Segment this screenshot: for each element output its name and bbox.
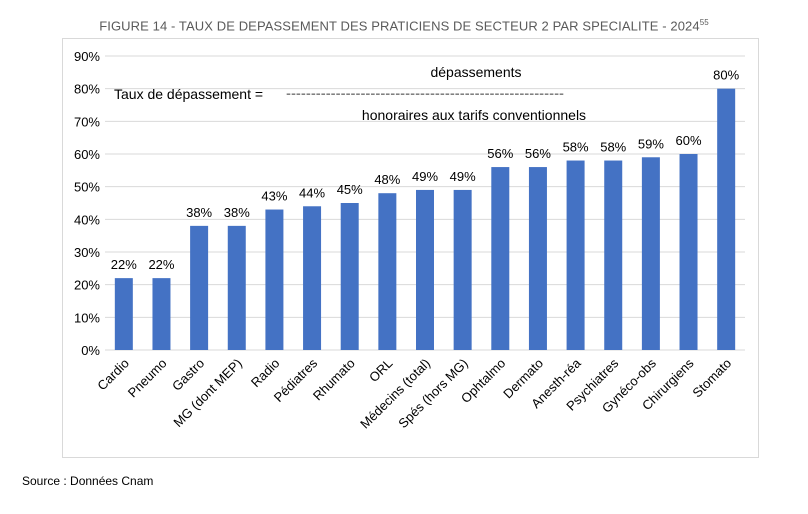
data-label: 38% (224, 205, 250, 220)
bar (416, 189, 434, 350)
data-label: 56% (525, 146, 551, 161)
annotation-fraction-line: ----------------------------------------… (286, 89, 564, 100)
annotation-denominator: honoraires aux tarifs conventionnels (362, 107, 586, 123)
bar (340, 203, 359, 350)
bar (190, 225, 209, 350)
data-label: 48% (374, 172, 400, 187)
y-tick-label: 70% (74, 114, 100, 129)
bar (152, 278, 171, 350)
data-label: 43% (261, 189, 287, 204)
annotation-numerator: dépassements (430, 64, 521, 80)
data-label: 58% (600, 140, 626, 155)
figure-title-text: FIGURE 14 - TAUX DE DEPASSEMENT DES PRAT… (99, 18, 700, 34)
data-label: 45% (337, 182, 363, 197)
x-tick-label: Rhumato (310, 356, 358, 404)
x-tick-label: Pneumo (125, 356, 170, 401)
data-label: 56% (487, 146, 513, 161)
y-tick-label: 50% (74, 180, 100, 195)
x-tick-label: MG (dont MEP) (170, 356, 244, 430)
y-tick-label: 30% (74, 245, 100, 260)
y-tick-label: 20% (74, 278, 100, 293)
footnote-ref: 55 (699, 18, 709, 27)
bar (303, 206, 322, 350)
bar (265, 209, 284, 350)
y-tick-label: 0% (81, 343, 100, 358)
bar (528, 167, 547, 350)
data-label: 80% (713, 68, 739, 83)
bar (227, 225, 246, 350)
data-label: 38% (186, 205, 212, 220)
bar (453, 189, 472, 350)
data-label: 49% (450, 169, 476, 184)
y-tick-label: 60% (74, 147, 100, 162)
y-tick-label: 10% (74, 310, 100, 325)
y-tick-label: 90% (74, 49, 100, 64)
bar (491, 167, 510, 350)
x-tick-label: Stomato (689, 356, 734, 401)
source-note: Source : Données Cnam (22, 474, 154, 488)
data-label: 22% (111, 257, 137, 272)
bar (378, 193, 397, 350)
annotation-label: Taux de dépassement = (114, 86, 263, 102)
bar (679, 154, 698, 350)
data-label: 59% (638, 136, 664, 151)
bar (566, 160, 585, 350)
data-label: 58% (563, 140, 589, 155)
chart-frame (62, 38, 759, 458)
bar (641, 157, 660, 350)
bar (604, 160, 623, 350)
data-label: 49% (412, 169, 438, 184)
y-tick-label: 80% (74, 82, 100, 97)
bar (114, 278, 133, 350)
bar (717, 88, 736, 351)
data-label: 22% (148, 257, 174, 272)
y-tick-label: 40% (74, 212, 100, 227)
x-tick-label: Radio (248, 356, 283, 391)
x-tick-label: ORL (366, 356, 396, 386)
data-label: 44% (299, 185, 325, 200)
data-label: 60% (676, 133, 702, 148)
figure-title: FIGURE 14 - TAUX DE DEPASSEMENT DES PRAT… (0, 18, 808, 33)
